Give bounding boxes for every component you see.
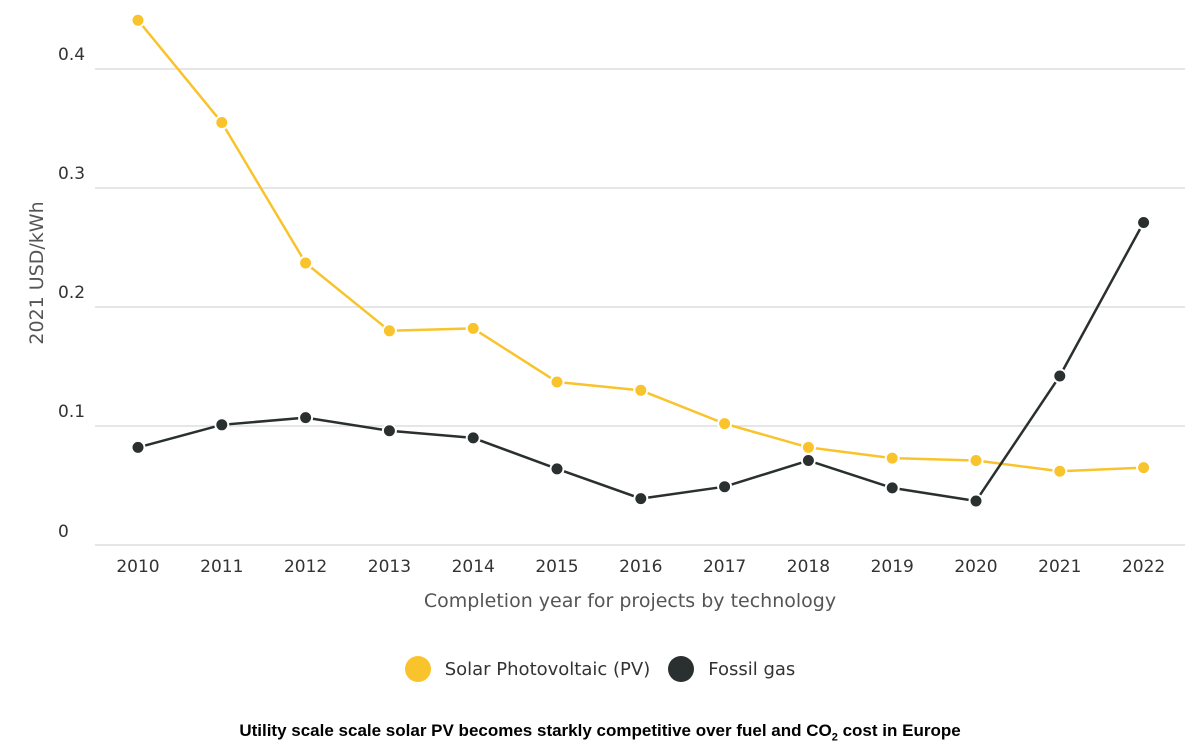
data-point[interactable] bbox=[549, 374, 565, 390]
series-solar bbox=[130, 12, 1152, 479]
data-point[interactable] bbox=[549, 461, 565, 477]
x-tick-label: 2013 bbox=[368, 557, 411, 577]
line-chart: 00.10.20.30.4 2010 2011 2012 2013 2014 2015 20… bbox=[26, 12, 1185, 612]
legend-label-solar: Solar Photovoltaic (PV) bbox=[444, 658, 651, 680]
x-tick-label: 2018 bbox=[787, 557, 830, 577]
x-tick-label: 2017 bbox=[703, 557, 746, 577]
series-line bbox=[137, 19, 1144, 473]
x-tick-label: 2020 bbox=[954, 557, 997, 577]
caption-text-end: cost in Europe bbox=[837, 721, 961, 740]
y-tick-labels: 0 0.1 0.2 0.3 0.4 bbox=[58, 45, 85, 542]
data-point[interactable] bbox=[633, 382, 649, 398]
legend: Solar Photovoltaic (PV) Fossil gas bbox=[0, 656, 1200, 682]
x-tick-label: 2019 bbox=[871, 557, 914, 577]
series-gas bbox=[130, 215, 1152, 509]
x-tick-label: 2015 bbox=[535, 557, 578, 577]
y-tick-label: 0.2 bbox=[58, 283, 85, 303]
data-point[interactable] bbox=[381, 323, 397, 339]
x-tick-label: 2012 bbox=[284, 557, 327, 577]
data-point[interactable] bbox=[298, 255, 314, 271]
caption-text: Utility scale scale solar PV becomes sta… bbox=[239, 721, 832, 740]
data-point[interactable] bbox=[465, 320, 481, 336]
data-point[interactable] bbox=[130, 12, 146, 28]
legend-item-gas[interactable]: Fossil gas bbox=[668, 656, 795, 682]
legend-item-solar[interactable]: Solar Photovoltaic (PV) bbox=[404, 656, 651, 682]
x-axis-title: Completion year for projects by technolo… bbox=[424, 590, 836, 612]
x-tick-label: 2010 bbox=[116, 557, 159, 577]
legend-marker-solar bbox=[404, 656, 431, 682]
x-tick-label: 2016 bbox=[619, 557, 662, 577]
data-point[interactable] bbox=[717, 479, 733, 495]
data-point[interactable] bbox=[1052, 368, 1068, 384]
y-tick-label: 0 bbox=[58, 522, 69, 542]
data-point[interactable] bbox=[214, 115, 230, 131]
data-point[interactable] bbox=[214, 417, 230, 433]
series-line bbox=[137, 221, 1145, 503]
data-point[interactable] bbox=[884, 450, 900, 466]
data-point[interactable] bbox=[130, 439, 146, 455]
x-tick-label: 2014 bbox=[452, 557, 495, 577]
legend-label-gas: Fossil gas bbox=[708, 658, 796, 680]
x-tick-label: 2011 bbox=[200, 557, 243, 577]
data-point[interactable] bbox=[1136, 460, 1152, 476]
data-point[interactable] bbox=[800, 439, 816, 455]
y-tick-label: 0.1 bbox=[58, 402, 85, 422]
series bbox=[130, 12, 1152, 509]
data-point[interactable] bbox=[717, 416, 733, 432]
x-tick-labels: 2010 2011 2012 2013 2014 2015 2016 2017 2018 2019… bbox=[116, 557, 1165, 577]
caption-subscript: 2 bbox=[831, 731, 838, 744]
y-tick-label: 0.3 bbox=[58, 164, 85, 184]
data-point[interactable] bbox=[968, 493, 984, 509]
chart-caption: Utility scale scale solar PV becomes sta… bbox=[0, 721, 1200, 743]
gridlines bbox=[95, 68, 1185, 546]
data-point[interactable] bbox=[884, 480, 900, 496]
y-axis-title: 2021 USD/kWh bbox=[26, 201, 48, 344]
data-point[interactable] bbox=[633, 491, 649, 507]
data-point[interactable] bbox=[381, 423, 397, 439]
x-tick-label: 2021 bbox=[1038, 557, 1081, 577]
data-point[interactable] bbox=[1136, 215, 1152, 231]
data-point[interactable] bbox=[1052, 463, 1068, 479]
data-point[interactable] bbox=[465, 430, 481, 446]
data-point[interactable] bbox=[298, 410, 314, 426]
legend-marker-gas bbox=[668, 656, 695, 682]
data-point[interactable] bbox=[968, 453, 984, 469]
x-tick-label: 2022 bbox=[1122, 557, 1165, 577]
y-tick-label: 0.4 bbox=[58, 45, 85, 65]
data-point[interactable] bbox=[800, 453, 816, 469]
